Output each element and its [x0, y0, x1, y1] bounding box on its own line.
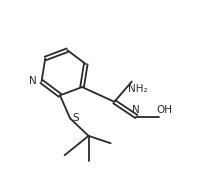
Text: NH₂: NH₂ — [127, 84, 147, 94]
Text: N: N — [29, 76, 37, 86]
Text: OH: OH — [156, 105, 172, 114]
Text: S: S — [72, 113, 79, 123]
Text: N: N — [131, 105, 139, 114]
